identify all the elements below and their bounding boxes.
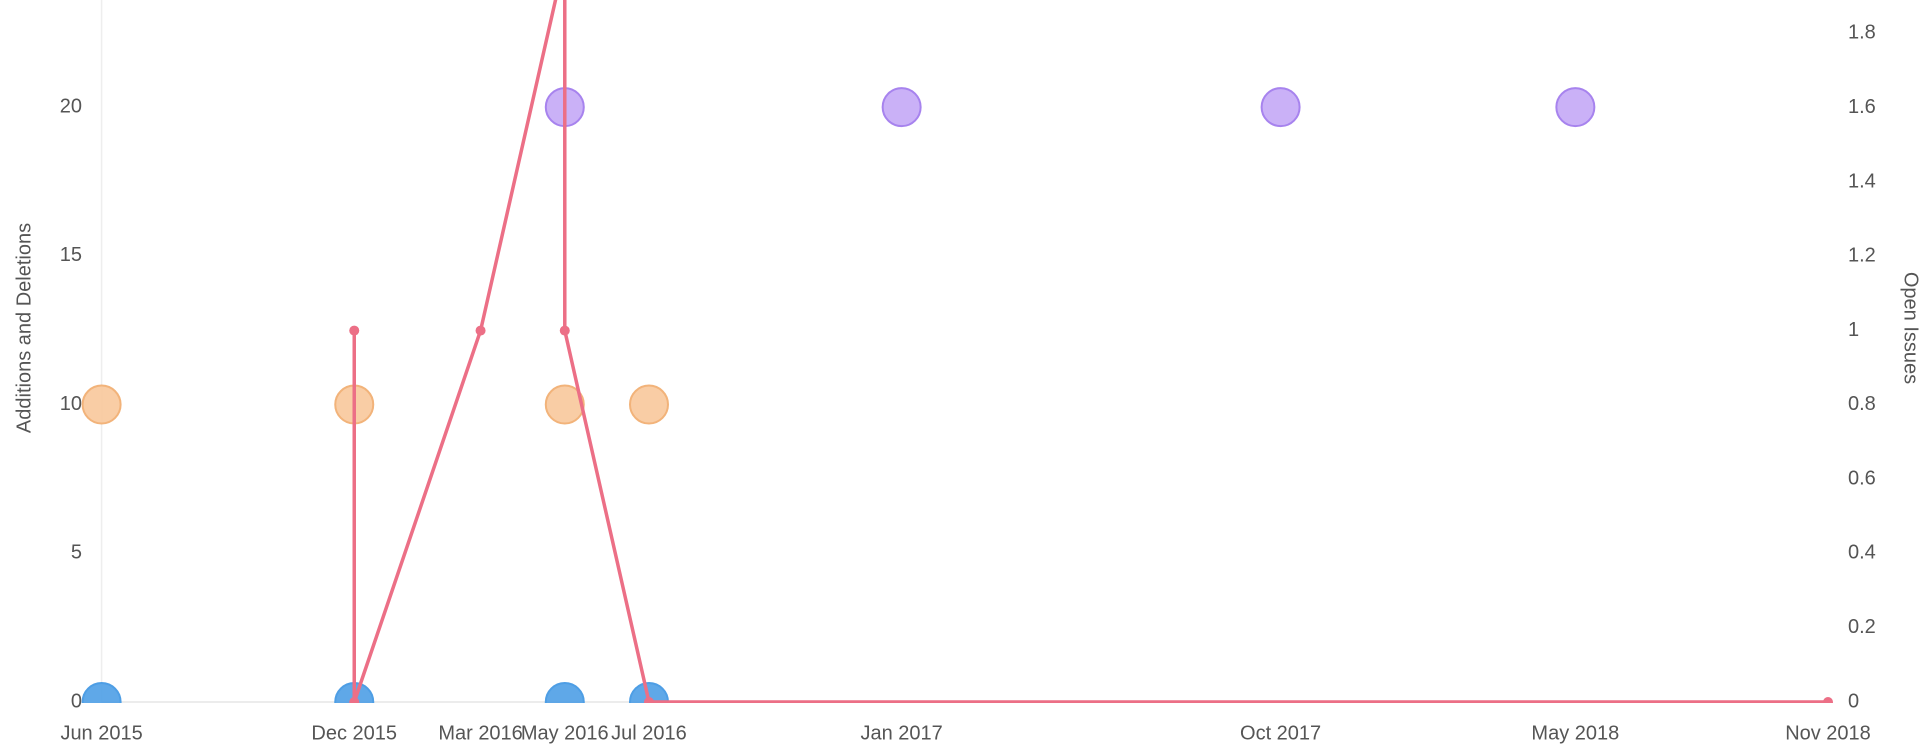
y2-tick-label: 0.6 [1848,467,1876,489]
y-tick-label: 20 [60,95,82,117]
x-tick-label: Jul 2016 [611,722,687,744]
line-marker [475,325,486,336]
scatter-point [544,682,585,703]
y2-tick-label: 1.4 [1848,170,1876,192]
y2-tick-label: 0.4 [1848,542,1876,564]
x-tick-label: Dec 2015 [311,722,397,744]
scatter-point [81,682,122,703]
y2-tick-label: 1.2 [1848,245,1876,267]
line-marker [1823,697,1833,703]
line-marker [349,697,360,703]
y-tick-label: 5 [71,542,82,564]
line-marker [349,325,360,336]
scatter-point [544,384,585,425]
x-tick-label: May 2016 [521,722,609,744]
plot-area [81,0,1833,703]
y-tick-label: 15 [60,244,82,266]
y2-tick-label: 1 [1848,319,1859,341]
y-tick-label: 10 [60,393,82,415]
y2-tick-label: 1.8 [1848,22,1876,44]
scatter-point [81,384,122,425]
x-tick-label: Nov 2018 [1785,722,1871,744]
scatter-point [628,384,669,425]
line-marker [643,697,654,703]
scatter-point [1260,87,1301,128]
y2-tick-label: 0.2 [1848,616,1876,638]
y-axis-title: Additions and Deletions [13,223,35,433]
line-marker [559,325,570,336]
y-tick-label: 0 [71,690,82,712]
scatter-point [881,87,922,128]
y2-axis-title: Open Issues [1900,272,1922,384]
x-tick-label: Jan 2017 [860,722,942,744]
y2-tick-label: 0.8 [1848,393,1876,415]
y2-tick-label: 0 [1848,690,1859,712]
x-tick-label: Jun 2015 [60,722,142,744]
x-tick-label: May 2018 [1531,722,1619,744]
x-tick-label: Mar 2016 [438,722,523,744]
x-tick-label: Oct 2017 [1240,722,1321,744]
y2-tick-label: 1.6 [1848,96,1876,118]
scatter-point [1555,87,1596,128]
